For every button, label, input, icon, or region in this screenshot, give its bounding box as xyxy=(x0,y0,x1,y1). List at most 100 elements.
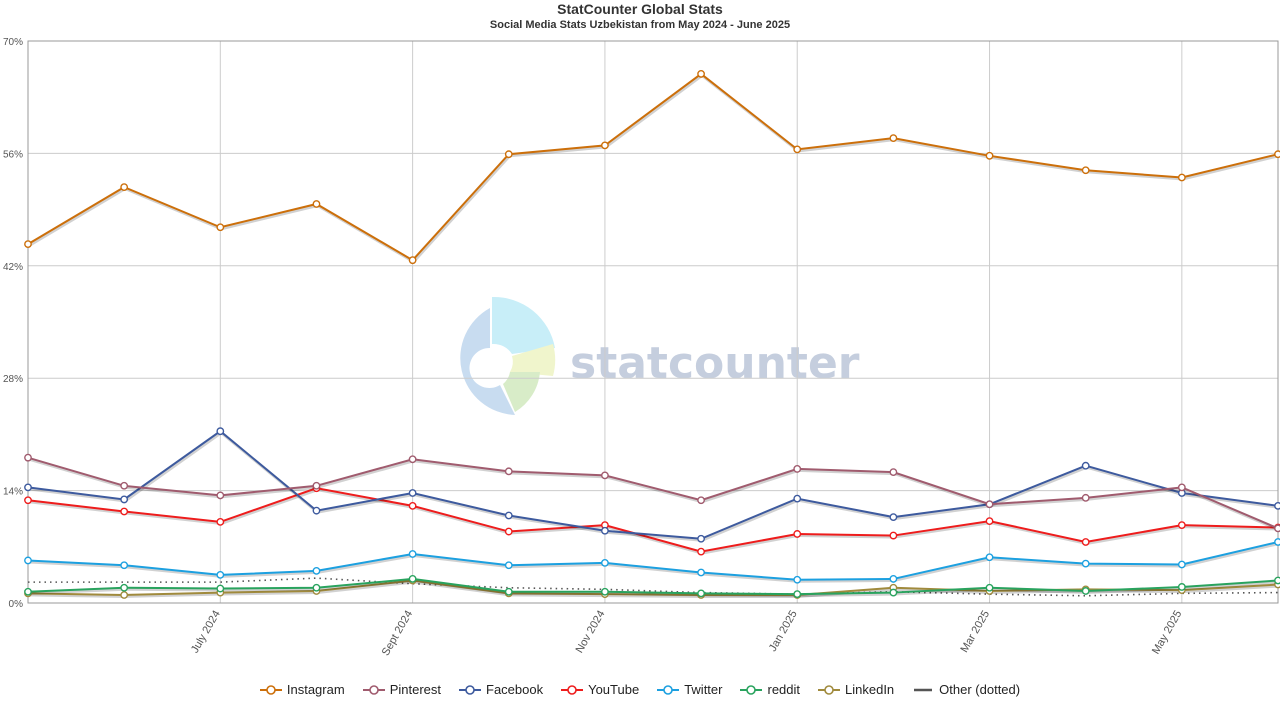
data-point[interactable] xyxy=(697,70,705,78)
plot-area xyxy=(27,40,1279,604)
data-point[interactable] xyxy=(793,590,802,599)
data-point[interactable] xyxy=(504,467,513,476)
legend-item[interactable]: Facebook xyxy=(459,682,543,697)
data-point[interactable] xyxy=(1081,559,1090,568)
data-point[interactable] xyxy=(889,134,898,143)
data-point[interactable] xyxy=(312,506,321,515)
data-point[interactable] xyxy=(24,496,32,505)
data-point[interactable] xyxy=(504,587,513,596)
data-point[interactable] xyxy=(1081,461,1090,470)
data-point[interactable] xyxy=(697,496,705,505)
data-point[interactable] xyxy=(1274,501,1280,510)
data-point[interactable] xyxy=(216,571,225,579)
legend-item[interactable]: Pinterest xyxy=(362,682,441,697)
y-tick-label: 42% xyxy=(3,262,23,273)
data-point[interactable] xyxy=(793,575,802,584)
data-point[interactable] xyxy=(408,575,417,583)
data-point[interactable] xyxy=(408,501,417,510)
data-point[interactable] xyxy=(504,150,513,159)
data-point[interactable] xyxy=(1177,173,1186,182)
data-point[interactable] xyxy=(24,587,32,596)
data-point[interactable] xyxy=(216,518,225,526)
data-point[interactable] xyxy=(504,527,513,536)
legend-swatch xyxy=(259,684,282,695)
data-point[interactable] xyxy=(408,455,417,464)
data-point[interactable] xyxy=(1177,521,1186,530)
data-point[interactable] xyxy=(24,240,32,249)
data-point[interactable] xyxy=(985,517,994,526)
data-point[interactable] xyxy=(1081,587,1090,595)
data-point[interactable] xyxy=(601,526,609,535)
data-point[interactable] xyxy=(312,481,321,490)
data-point[interactable] xyxy=(793,145,802,154)
series-layer xyxy=(24,70,1280,599)
data-point[interactable] xyxy=(1274,150,1280,159)
legend-swatch xyxy=(740,684,763,695)
data-point[interactable] xyxy=(697,534,705,543)
legend-item[interactable]: YouTube xyxy=(561,682,639,697)
watermark-segment-yellow xyxy=(510,344,556,376)
data-point[interactable] xyxy=(697,568,705,577)
data-point[interactable] xyxy=(1274,576,1280,585)
y-tick-label: 56% xyxy=(3,149,23,160)
data-point[interactable] xyxy=(120,481,129,490)
series-youtube xyxy=(24,484,1280,556)
data-point[interactable] xyxy=(1274,538,1280,546)
data-point[interactable] xyxy=(312,566,321,575)
data-point[interactable] xyxy=(312,200,321,208)
data-point[interactable] xyxy=(1177,583,1186,591)
data-point[interactable] xyxy=(985,583,994,592)
data-point[interactable] xyxy=(1081,538,1090,546)
data-point[interactable] xyxy=(889,575,898,583)
data-point[interactable] xyxy=(1177,560,1186,569)
data-point[interactable] xyxy=(1177,483,1186,492)
x-axis-ticks: July 2024 Sept 2024 Nov 2024 Jan 2025 Mar 20… xyxy=(189,609,1184,658)
data-point[interactable] xyxy=(216,223,225,232)
legend-item[interactable]: Instagram xyxy=(259,682,345,697)
data-point[interactable] xyxy=(216,584,225,593)
data-point[interactable] xyxy=(408,550,417,558)
data-point[interactable] xyxy=(312,583,321,592)
data-point[interactable] xyxy=(793,465,802,473)
data-point[interactable] xyxy=(504,511,513,520)
legend-item[interactable]: Twitter xyxy=(657,682,722,697)
data-point[interactable] xyxy=(985,500,994,509)
data-point[interactable] xyxy=(24,483,32,492)
chart-grid xyxy=(28,40,1278,604)
data-point[interactable] xyxy=(601,471,609,480)
data-point[interactable] xyxy=(793,530,802,538)
data-point[interactable] xyxy=(985,553,994,562)
data-point[interactable] xyxy=(1274,524,1280,533)
data-point[interactable] xyxy=(1081,493,1090,502)
legend-item[interactable]: reddit xyxy=(740,682,800,697)
data-point[interactable] xyxy=(889,588,898,597)
legend-item[interactable]: Other (dotted) xyxy=(912,682,1020,697)
data-point[interactable] xyxy=(408,489,417,497)
data-point[interactable] xyxy=(889,531,898,540)
data-point[interactable] xyxy=(24,453,32,462)
data-point[interactable] xyxy=(408,256,417,265)
data-point[interactable] xyxy=(120,507,129,516)
data-point[interactable] xyxy=(1081,166,1090,175)
legend-item[interactable]: LinkedIn xyxy=(818,682,894,697)
data-point[interactable] xyxy=(120,561,129,570)
data-point[interactable] xyxy=(601,587,609,596)
data-point[interactable] xyxy=(120,495,129,504)
data-point[interactable] xyxy=(985,151,994,160)
data-point[interactable] xyxy=(216,427,225,436)
data-point[interactable] xyxy=(793,494,802,503)
data-point[interactable] xyxy=(504,561,513,570)
data-point[interactable] xyxy=(120,183,129,192)
data-point[interactable] xyxy=(24,556,32,565)
data-point[interactable] xyxy=(697,589,705,598)
legend-swatch-marker xyxy=(368,684,379,695)
data-point[interactable] xyxy=(601,558,609,567)
data-point[interactable] xyxy=(216,491,225,500)
data-point[interactable] xyxy=(601,141,609,150)
data-point[interactable] xyxy=(889,468,898,477)
series-line xyxy=(27,577,1279,596)
data-point[interactable] xyxy=(120,591,129,599)
data-point[interactable] xyxy=(697,547,705,556)
data-point[interactable] xyxy=(120,583,129,592)
data-point[interactable] xyxy=(889,513,898,521)
